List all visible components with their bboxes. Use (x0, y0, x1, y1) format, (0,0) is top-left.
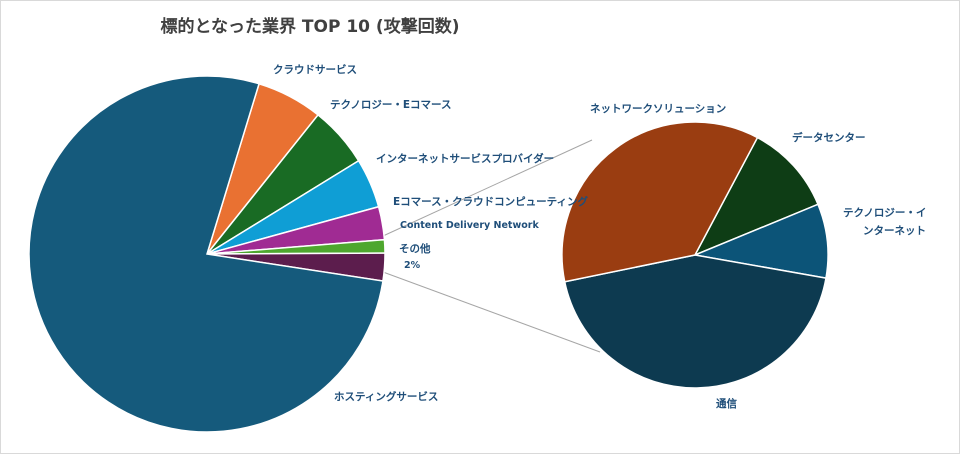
label-tech-internet-line1: テクノロジー・イ (843, 207, 926, 219)
label-cloud-services: クラウドサービス (273, 63, 357, 76)
label-ecommerce-cloud: Eコマース・クラウドコンピューティング (393, 195, 589, 208)
connector-line-1 (382, 271, 601, 353)
main-slice-6 (28, 75, 384, 433)
label-hosting-services: ホスティングサービス (334, 390, 438, 403)
label-tech-ecommerce: テクノロジー・Eコマース (330, 99, 452, 111)
label-network-solutions: ネットワークソリューション (590, 103, 726, 115)
detail-slice-3 (561, 121, 759, 283)
label-other: その他 (399, 242, 431, 255)
connector-line-0 (382, 139, 593, 237)
label-cdn: Content Delivery Network (400, 220, 539, 231)
label-telecom: 通信 (716, 397, 737, 410)
label-tech-internet-line2: ンターネット (863, 225, 926, 237)
label-isp: インターネットサービスプロバイダー (376, 152, 554, 165)
detail-slice-0 (693, 136, 819, 257)
label-other-percent: 2% (404, 260, 421, 271)
chart-title: 標的となった業界 TOP 10 (攻撃回数) (160, 17, 460, 37)
detail-slice-2 (563, 254, 827, 389)
label-data-center: データセンター (792, 131, 866, 144)
